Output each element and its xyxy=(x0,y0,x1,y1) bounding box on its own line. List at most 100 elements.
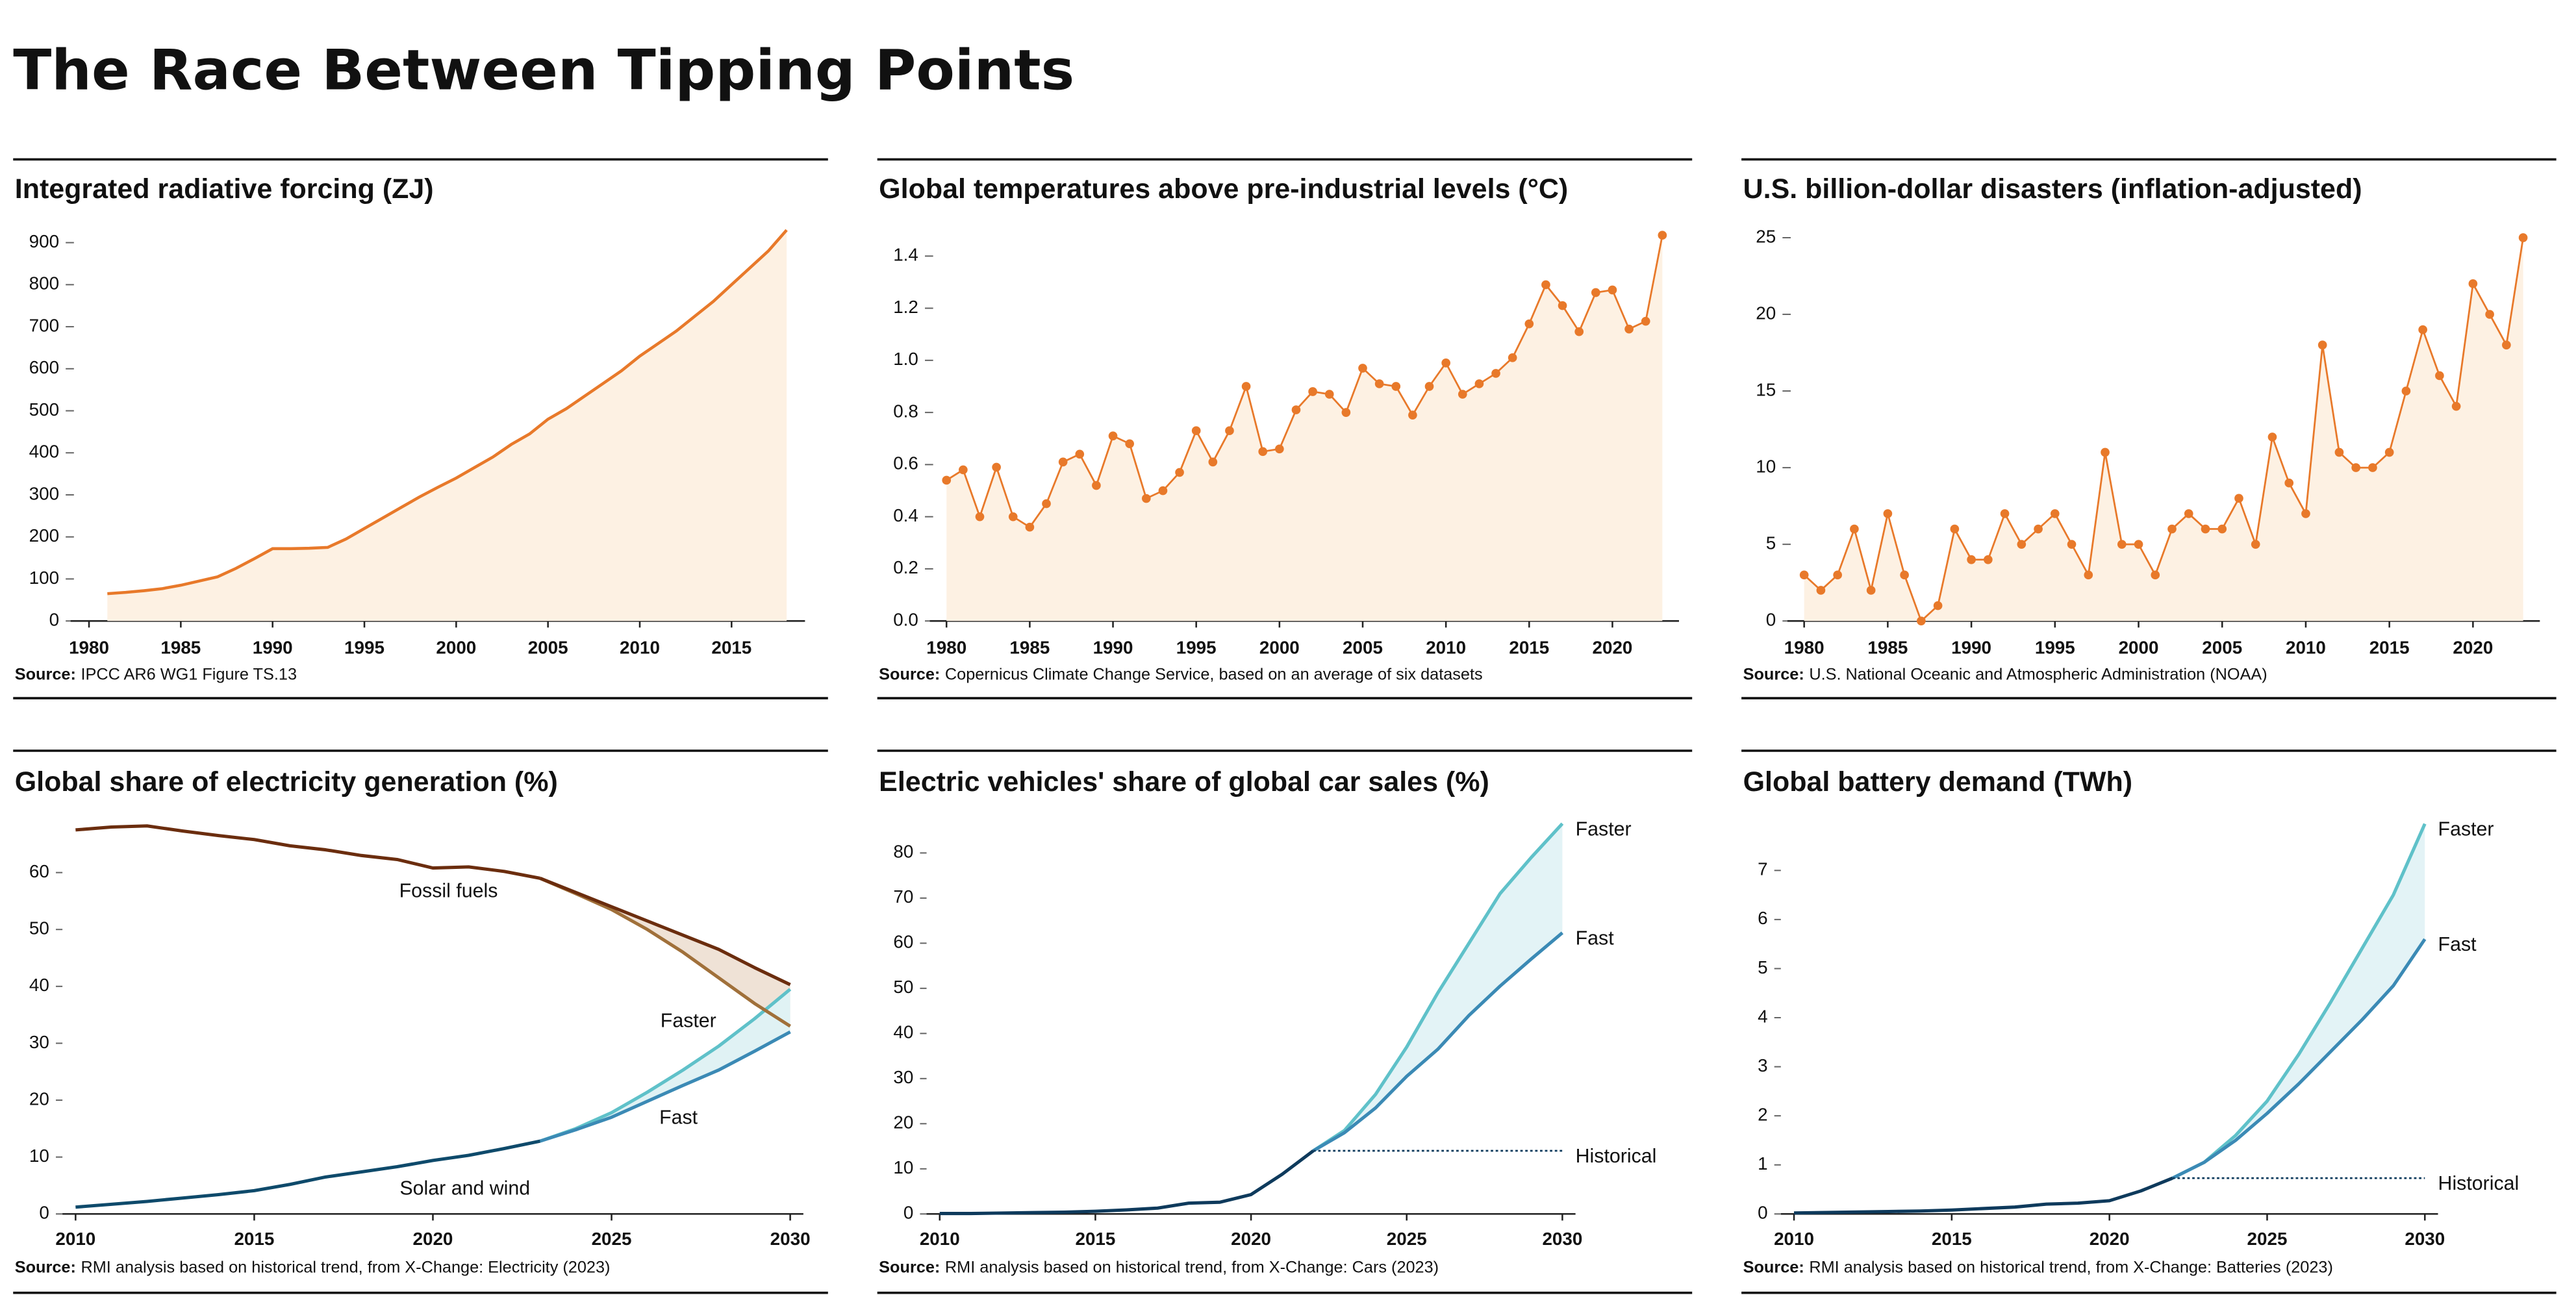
point xyxy=(2084,570,2093,580)
point xyxy=(1092,481,1101,490)
x-tick-label: 1995 xyxy=(344,638,385,658)
x-tick-label: 2010 xyxy=(1426,638,1466,658)
source: Source: IPCC AR6 WG1 Figure TS.13 xyxy=(15,665,297,683)
y-tick-label: 5 xyxy=(1766,533,1776,553)
source-label: Source: xyxy=(15,1258,76,1276)
series-label: Historical xyxy=(1576,1146,1657,1167)
x-tick-label: 2015 xyxy=(711,638,751,658)
point xyxy=(2017,540,2027,549)
point xyxy=(1524,319,1534,329)
x-tick-label: 2025 xyxy=(2247,1229,2288,1249)
x-tick-label: 1990 xyxy=(253,638,293,658)
point xyxy=(2034,524,2043,534)
point xyxy=(2384,447,2394,457)
point xyxy=(1816,586,1826,595)
point xyxy=(1424,382,1434,391)
series-label: Historical xyxy=(2438,1173,2519,1194)
point xyxy=(1608,285,1617,295)
point xyxy=(1141,494,1151,503)
point xyxy=(1275,444,1284,454)
y-tick-label: 20 xyxy=(1756,303,1776,323)
y-tick-label: 0.4 xyxy=(893,505,918,525)
point xyxy=(1191,426,1201,436)
point xyxy=(2368,463,2377,472)
x-tick-label: 1990 xyxy=(1951,638,1991,658)
point xyxy=(1641,316,1650,326)
y-tick-label: 5 xyxy=(1758,957,1767,977)
source-text: U.S. National Oceanic and Atmospheric Ad… xyxy=(1809,665,2267,683)
y-tick-label: 500 xyxy=(29,399,59,420)
y-tick-label: 1 xyxy=(1758,1153,1767,1174)
point xyxy=(1391,382,1401,391)
y-tick-label: 0 xyxy=(49,610,59,630)
x-tick-label: 1980 xyxy=(69,638,109,658)
source-label: Source: xyxy=(15,665,76,683)
point xyxy=(1508,353,1517,362)
point xyxy=(1850,524,1859,534)
point xyxy=(1075,449,1085,459)
point xyxy=(1458,390,1467,399)
point xyxy=(1175,468,1184,477)
source-label: Source: xyxy=(879,1258,940,1276)
y-tick-label: 400 xyxy=(29,442,59,462)
point xyxy=(2184,509,2193,518)
point xyxy=(1491,369,1500,378)
y-tick-label: 800 xyxy=(29,273,59,294)
point xyxy=(1933,601,1943,610)
point xyxy=(2468,279,2478,288)
y-tick-label: 2 xyxy=(1758,1104,1767,1124)
point xyxy=(2334,447,2344,457)
x-tick-label: 2005 xyxy=(528,638,568,658)
series-label: Solar and wind xyxy=(399,1177,530,1199)
point xyxy=(1025,522,1035,532)
x-tick-label: 2010 xyxy=(920,1229,960,1249)
point xyxy=(1917,616,1926,626)
chart-title: Electric vehicles' share of global car s… xyxy=(879,766,1489,797)
source: Source: RMI analysis based on historical … xyxy=(879,1258,1439,1276)
series-line xyxy=(539,877,791,1028)
x-tick-label: 2005 xyxy=(2202,638,2242,658)
series-line xyxy=(75,824,540,880)
series-label: Fast xyxy=(659,1107,698,1129)
y-tick-label: 30 xyxy=(29,1032,49,1052)
y-tick-label: 200 xyxy=(29,525,59,546)
y-tick-label: 10 xyxy=(893,1157,913,1177)
point xyxy=(2451,401,2461,411)
y-tick-label: 30 xyxy=(893,1067,913,1087)
x-tick-label: 2015 xyxy=(1075,1229,1115,1249)
point xyxy=(2485,310,2494,319)
y-tick-label: 0.2 xyxy=(893,557,918,577)
point xyxy=(2251,540,2260,549)
source-label: Source: xyxy=(879,665,940,683)
source: Source: RMI analysis based on historical … xyxy=(1743,1258,2333,1276)
point xyxy=(1225,426,1234,436)
source-text: Copernicus Climate Change Service, based… xyxy=(945,665,1483,683)
y-tick-label: 10 xyxy=(1756,456,1776,476)
y-tick-label: 10 xyxy=(29,1146,49,1166)
point xyxy=(1866,586,1876,595)
series-line xyxy=(1312,931,1564,1153)
y-tick-label: 60 xyxy=(29,861,49,881)
chart-title: U.S. billion-dollar disasters (inflation… xyxy=(1743,173,2362,205)
point xyxy=(2151,570,2160,580)
point xyxy=(1833,570,1842,580)
source-label: Source: xyxy=(1743,665,1804,683)
chart-title: Global temperatures above pre-industrial… xyxy=(879,173,1568,205)
point xyxy=(1358,364,1367,373)
point xyxy=(1308,387,1317,396)
point xyxy=(1324,390,1334,399)
point xyxy=(1950,524,1960,534)
source-text: RMI analysis based on historical trend, … xyxy=(945,1258,1439,1276)
x-tick-label: 2030 xyxy=(770,1229,811,1249)
x-tick-label: 1985 xyxy=(160,638,201,658)
series-label: Fossil fuels xyxy=(399,881,498,902)
series-label: Fast xyxy=(1576,928,1615,949)
y-tick-label: 40 xyxy=(893,1022,913,1042)
y-tick-label: 1.2 xyxy=(893,297,918,317)
x-tick-label: 2030 xyxy=(2405,1229,2445,1249)
point xyxy=(1125,439,1135,449)
series-line xyxy=(539,1030,791,1143)
x-tick-label: 1985 xyxy=(1867,638,1908,658)
y-tick-label: 3 xyxy=(1758,1055,1767,1075)
series-line xyxy=(1312,822,1564,1153)
